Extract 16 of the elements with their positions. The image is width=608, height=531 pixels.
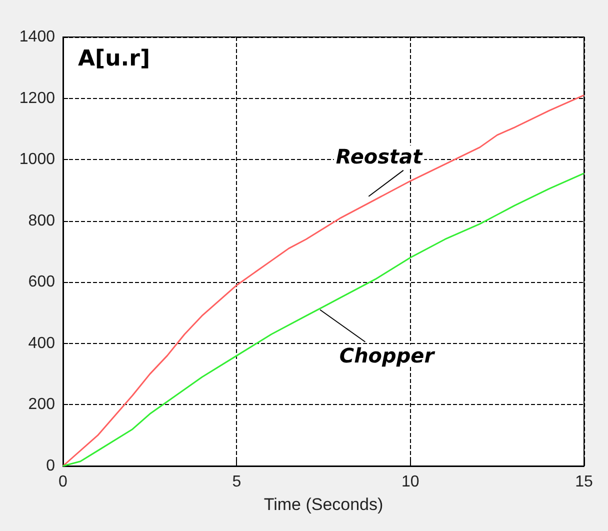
y-tick-label: 400 <box>28 334 56 352</box>
x-axis-title: Time (Seconds) <box>264 495 384 514</box>
x-tick-label: 15 <box>575 474 593 490</box>
y-tick-label: 200 <box>28 396 56 414</box>
series-label: Reostat <box>336 144 424 169</box>
y-tick-label: 1200 <box>19 90 56 107</box>
y-tick-label: 1400 <box>19 28 56 46</box>
x-tick-label: 10 <box>401 474 420 490</box>
y-tick-label: 800 <box>28 212 56 230</box>
x-tick-label: 5 <box>232 474 242 490</box>
y-axis-title: A[u.r] <box>78 46 150 72</box>
x-tick-label: 0 <box>58 474 68 490</box>
text: Chopper <box>339 344 436 368</box>
y-tick-label: 600 <box>28 274 56 291</box>
y-tick-label: 1000 <box>19 151 56 168</box>
y-tick-label: 0 <box>46 458 56 474</box>
